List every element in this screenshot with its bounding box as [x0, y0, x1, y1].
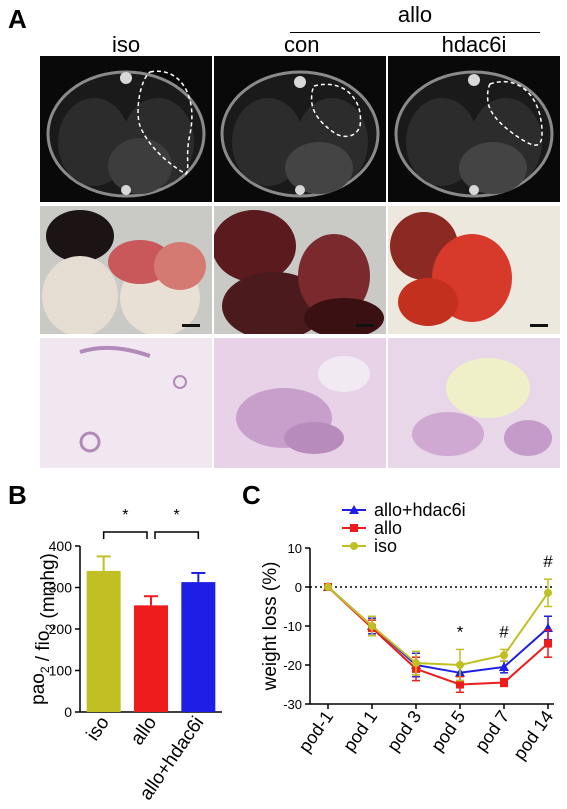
- data-point: [324, 583, 332, 591]
- y-tick-label: -30: [283, 697, 302, 712]
- ct-scan-hdac6i-drawing: [394, 70, 554, 198]
- ct-scan-con-drawing: [220, 70, 380, 198]
- x-tick-label: pod 7: [471, 707, 513, 755]
- legend-marker: [350, 542, 358, 550]
- y-tick-label: 300: [49, 580, 73, 596]
- legend-label: iso: [374, 536, 397, 556]
- data-point: [544, 588, 552, 597]
- significance-label: *: [457, 622, 464, 641]
- data-point: [456, 680, 464, 689]
- legend-label: allo+hdac6i: [374, 500, 466, 520]
- significance-label: #: [543, 552, 553, 571]
- panel-c-letter: C: [242, 480, 261, 510]
- y-tick-label: 0: [64, 704, 72, 720]
- histology-iso-drawing: [40, 338, 212, 468]
- data-point: [500, 651, 508, 660]
- data-point: [500, 678, 508, 687]
- data-point: [499, 661, 509, 671]
- x-tick-label: allo: [127, 713, 161, 749]
- panel-a-letter: A: [8, 4, 27, 34]
- y-axis-label: weight loss (%): [260, 562, 281, 692]
- y-tick-label: 0: [295, 580, 302, 595]
- histology-hdac6i-drawing: [388, 338, 560, 468]
- legend-label: allo: [374, 518, 402, 538]
- ct-scan-iso: [40, 56, 212, 202]
- series-line-allo-hdac6i: [327, 586, 549, 674]
- histology-con-drawing: [214, 338, 386, 468]
- allo-group-header: allo: [397, 2, 433, 27]
- x-tick-label: pod 3: [383, 707, 425, 755]
- data-point: [544, 639, 552, 648]
- gross-photo-con: [214, 206, 386, 334]
- x-tick-label: pod 5: [427, 707, 469, 755]
- histology-hdac6i: [388, 338, 560, 468]
- gross-photo-iso: [40, 206, 212, 334]
- significance-label: *: [122, 507, 128, 524]
- x-tick-label: pod 1: [339, 707, 381, 755]
- y-tick-label: 400: [49, 538, 73, 554]
- column-header-iso: iso: [111, 32, 141, 57]
- x-tick-label: iso: [83, 713, 114, 745]
- panel-b-letter: B: [8, 480, 27, 510]
- bar-allo-hdac6i: [181, 582, 216, 712]
- y-tick-label: 200: [49, 621, 73, 637]
- y-tick-label: -10: [283, 619, 302, 634]
- bar-allo: [134, 605, 168, 712]
- histology-con: [214, 338, 386, 468]
- gross-photo-con-drawing: [214, 210, 384, 334]
- significance-label: #: [499, 622, 509, 641]
- data-point: [456, 661, 464, 669]
- allo-group-bracket: [290, 32, 540, 33]
- gross-photo-hdac6i: [388, 206, 560, 334]
- column-header-hdac6i: hdac6i: [441, 32, 507, 57]
- series-line-iso: [327, 586, 549, 667]
- y-tick-label: 10: [288, 541, 302, 556]
- x-tick-label: pod-1: [294, 707, 337, 756]
- data-point: [412, 659, 420, 668]
- x-tick-label: pod 14: [509, 707, 557, 764]
- series-line-allo: [327, 586, 549, 686]
- significance-bracket: [102, 531, 148, 539]
- y-axis-label: pao2 / fio2 (mmhg): [28, 553, 59, 705]
- bar-iso: [86, 570, 121, 712]
- ct-scan-iso-drawing: [46, 70, 206, 198]
- ct-scan-hdac6i: [388, 56, 560, 202]
- significance-label: *: [174, 507, 180, 524]
- y-tick-label: -20: [283, 658, 302, 673]
- legend-marker: [349, 505, 359, 514]
- column-header-con: con: [284, 32, 320, 57]
- significance-bracket: [154, 531, 200, 539]
- histology-iso: [40, 338, 212, 468]
- ct-scan-con: [214, 56, 386, 202]
- legend-marker: [350, 524, 358, 532]
- gross-photo-hdac6i-drawing: [390, 212, 548, 327]
- y-tick-label: 100: [49, 663, 73, 679]
- data-point: [368, 622, 376, 630]
- gross-photo-iso-drawing: [42, 210, 206, 334]
